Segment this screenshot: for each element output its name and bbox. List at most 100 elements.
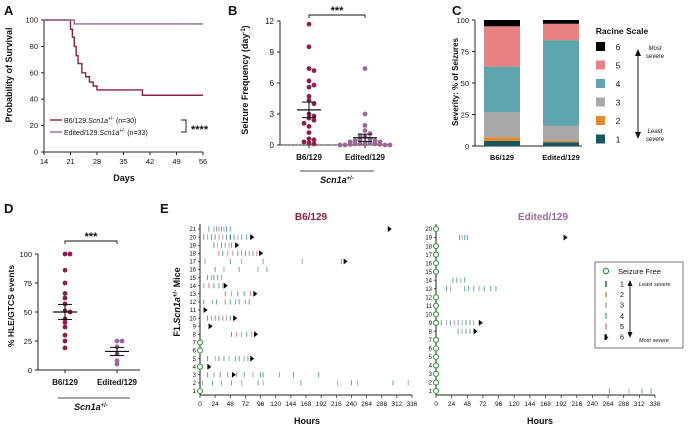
b-point-edited (352, 141, 358, 147)
d-point-b6 (62, 338, 68, 344)
racine-most-severe-2: severe (646, 54, 665, 60)
e-mouse-label: 7 (193, 341, 197, 347)
e-mouse-label: 6 (193, 349, 197, 355)
e-legend-grade-label-3: 3 (620, 301, 624, 310)
e-mouse-label: 7 (429, 338, 433, 344)
d-y-tick-label: 75 (24, 279, 32, 288)
e-death-marker (250, 355, 255, 362)
b-point-edited (382, 142, 388, 148)
a-y-tick-label: 40 (30, 95, 38, 104)
e-mouse-label: 1 (193, 389, 197, 395)
e-mouse-label: 19 (425, 236, 432, 242)
e-mouse-label: 10 (425, 312, 432, 318)
panel-e-title-b6: B6/129 (295, 212, 328, 223)
d-point-edited (114, 361, 120, 367)
c-bar-segment-grade-6 (543, 20, 579, 24)
e-x-tick-label: 240 (346, 401, 357, 408)
e-death-marker (235, 242, 240, 249)
b-y-tick-label: 9 (270, 48, 275, 57)
b-point-edited (362, 111, 368, 117)
e-x-tick-label: 216 (571, 401, 582, 408)
e-mouse-label: 12 (425, 295, 432, 301)
e-seizure-free-marker (432, 302, 440, 309)
e-seizure-free-marker (432, 353, 440, 360)
seizure-free-label: Seizure Free (618, 267, 661, 276)
racine-label-1: 1 (616, 135, 621, 145)
e-mouse-label: 20 (189, 235, 196, 241)
panel-b-significance: *** (331, 5, 345, 17)
e-seizure-free-marker (432, 345, 440, 352)
e-mouse-label: 15 (189, 276, 196, 282)
c-bar-segment-grade-3 (543, 125, 579, 141)
e-legend-most-severe: Most severe (639, 338, 669, 344)
d-y-tick-label: 25 (24, 337, 32, 346)
e-x-tick-label: 192 (316, 401, 327, 408)
panel-b-genotype-label: Scn1a+/- (320, 175, 354, 185)
b-y-tick-label: 3 (270, 110, 275, 119)
e-legend-grade-label-4: 4 (620, 311, 624, 320)
e-mouse-label: 4 (193, 365, 197, 371)
b-point-edited (347, 142, 353, 147)
b-point-b6 (301, 139, 307, 145)
panel-d-axes: 0 25 50 75 100 B6/129 Edited/129 (19, 250, 140, 387)
panel-a-ylabel: Probability of Survival (4, 27, 14, 122)
e-x-tick-label: 72 (242, 401, 250, 408)
racine-swatch-2 (596, 116, 605, 125)
a-x-tick-label: 21 (66, 157, 74, 166)
e-mouse-label: 3 (193, 373, 197, 379)
panel-b-axes: 0 3 6 9 12 B6/129 Edited/129 (265, 17, 390, 162)
panel-a-xlabel: Days (113, 173, 135, 183)
panel-b-points (297, 21, 393, 148)
a-y-tick-label: 20 (30, 121, 38, 130)
panel-d-hle-gtcs-chart: 0 25 50 75 100 B6/129 Edited/129 % HLE/GTCS ev… (6, 231, 140, 412)
e-seizure-free-marker (432, 311, 440, 318)
d-point-edited (119, 338, 125, 344)
panel-d-significance: *** (85, 231, 99, 243)
e-seizure-free-marker (432, 294, 440, 301)
e-mouse-label: 13 (425, 287, 432, 293)
a-survival-line-edited (44, 19, 203, 25)
b-point-b6 (311, 82, 317, 88)
b-point-b6 (306, 136, 312, 142)
e-legend-grade-label-2: 2 (620, 290, 624, 299)
d-point-b6 (62, 345, 68, 351)
racine-swatch-6 (596, 42, 605, 51)
e-legend-grade-label-6: 6 (620, 333, 624, 342)
panel-e-xlabel-edited: Hours (527, 416, 553, 426)
c-y-tick-label: 100 (456, 16, 469, 25)
e-seizure-free-marker (432, 268, 440, 275)
a-x-tick-label: 35 (119, 157, 127, 166)
c-bar-segment-grade-5 (543, 23, 579, 41)
panel-d-ylabel: % HLE/GTCS events (6, 265, 16, 347)
c-bar-segment-grade-4 (484, 66, 520, 112)
racine-label-4: 4 (616, 79, 621, 89)
racine-least-severe-1: Least (648, 129, 663, 135)
panel-d-points (53, 251, 129, 367)
d-x-tick-label: B6/129 (52, 378, 78, 387)
d-y-tick-label: 50 (24, 308, 32, 317)
legend-label-edited: Edited/129.Scn1a+/- (n=33) (64, 128, 148, 137)
racine-label-2: 2 (616, 116, 621, 126)
e-mouse-label: 17 (189, 260, 196, 266)
racine-arrowhead-down (635, 132, 641, 139)
panel-letter-c: C (452, 3, 462, 18)
e-x-tick-label: 312 (391, 401, 402, 408)
legend-label-b6: B6/129.Scn1a+/- (n=30) (64, 116, 136, 125)
e-x-tick-label: 96 (495, 401, 503, 408)
e-death-marker (563, 234, 568, 241)
racine-label-3: 3 (616, 98, 621, 108)
e-mouse-label: 8 (429, 330, 433, 336)
b-x-tick-label: B6/129 (296, 153, 322, 162)
d-point-b6 (62, 291, 68, 296)
e-x-tick-label: 312 (634, 401, 645, 408)
b-point-edited (387, 142, 393, 148)
d-point-edited (114, 358, 120, 364)
panel-a-survival-curves (44, 19, 203, 96)
d-point-b6 (62, 295, 68, 301)
b-point-b6 (306, 140, 312, 146)
a-y-tick-label: 60 (30, 68, 38, 77)
